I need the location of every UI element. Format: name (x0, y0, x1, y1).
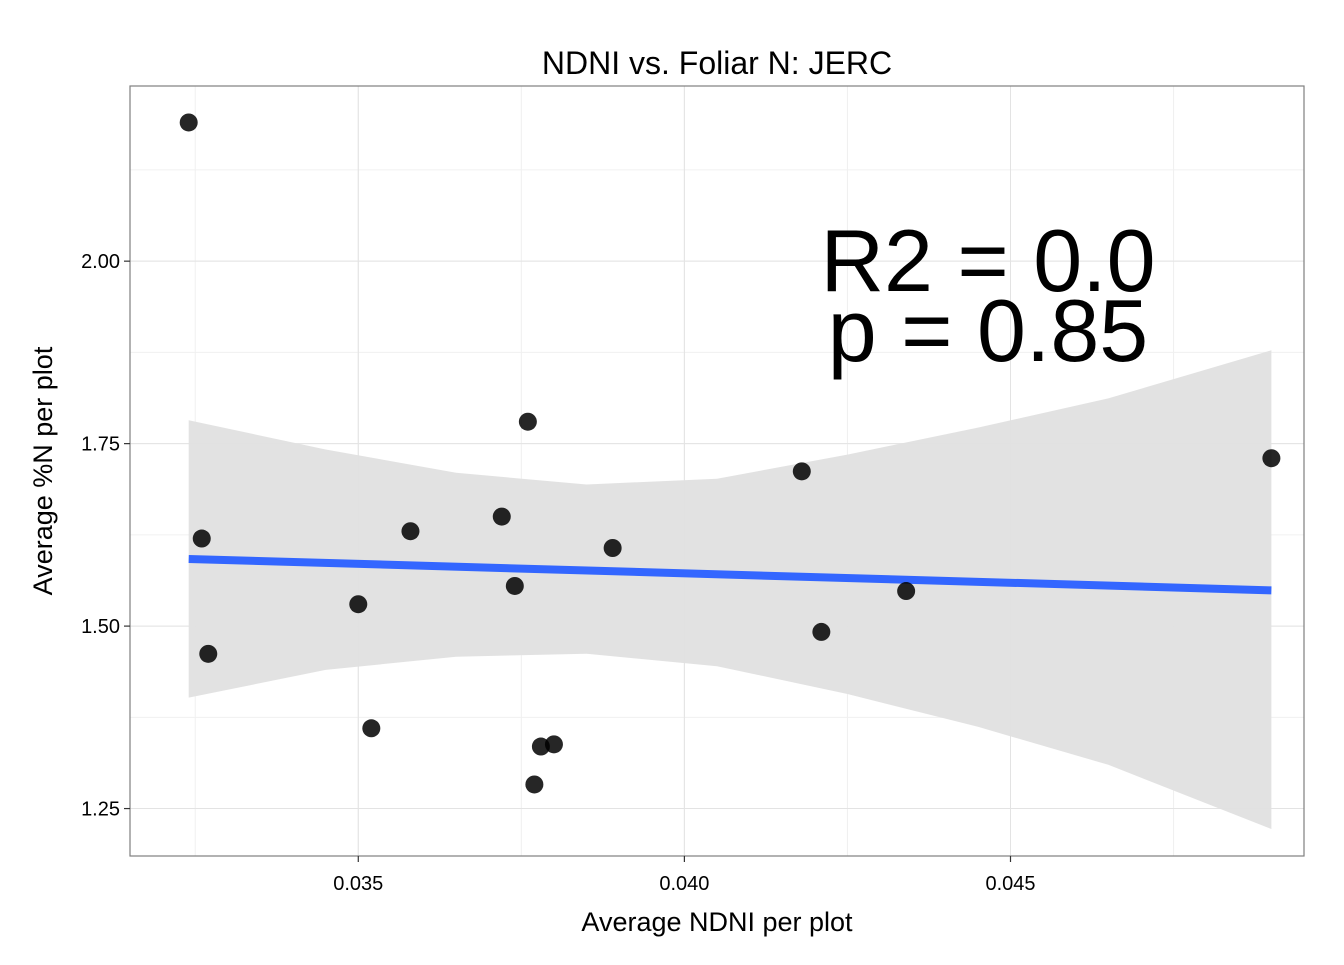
r-squared-annotation: R2 = 0.0 (820, 211, 1155, 310)
y-tick-label: 1.50 (81, 616, 120, 638)
data-point (192, 529, 211, 548)
data-point (362, 719, 381, 738)
data-point (792, 462, 811, 481)
data-point (401, 522, 420, 541)
chart-title: NDNI vs. Foliar N: JERC (542, 45, 892, 81)
confidence-band-layer (188, 350, 1272, 829)
panel-border (129, 85, 1305, 857)
y-tick-label: 1.25 (81, 799, 120, 821)
data-point (199, 644, 218, 663)
data-point (1262, 449, 1281, 468)
data-point (505, 576, 524, 595)
x-axis-label: Average NDNI per plot (581, 907, 853, 937)
x-tick-label: 0.045 (985, 873, 1035, 895)
data-point (897, 582, 916, 601)
data-point (492, 507, 511, 526)
x-tick-label: 0.035 (333, 873, 383, 895)
data-point (179, 113, 198, 132)
data-point (518, 412, 537, 431)
data-point (812, 622, 831, 641)
confidence-band (188, 350, 1272, 829)
data-point (603, 539, 622, 557)
fit-line-layer (188, 554, 1272, 595)
axis-ticks: 0.035 0.040 0.045 1.25 1.50 1.75 2.00 (81, 251, 1035, 895)
data-point (544, 735, 563, 754)
regression-line (188, 554, 1272, 595)
y-axis-label: Average %N per plot (28, 346, 58, 595)
data-point (525, 775, 544, 794)
y-tick-label: 2.00 (81, 251, 120, 273)
y-tick-label: 1.75 (81, 434, 120, 456)
points-layer (179, 113, 1281, 794)
x-tick-label: 0.040 (659, 873, 709, 895)
data-point (349, 595, 368, 614)
p-value-annotation: p = 0.85 (828, 281, 1149, 380)
